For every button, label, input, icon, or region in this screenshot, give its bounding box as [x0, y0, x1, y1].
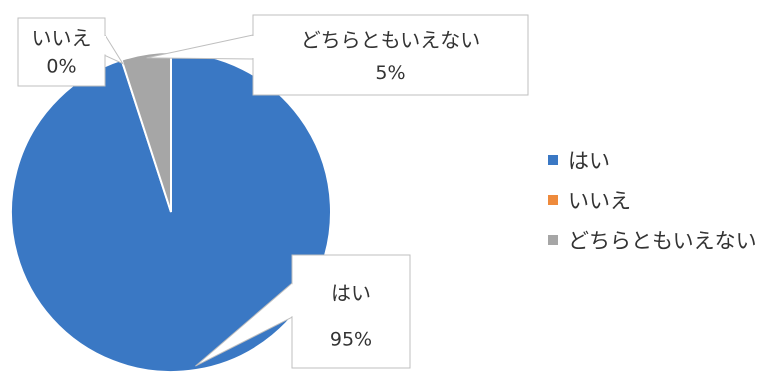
data-label-no-leader	[104, 33, 125, 65]
data-label-yes-box	[291, 254, 411, 369]
slices-layer	[10, 50, 332, 373]
legend-item-yes: はい	[548, 146, 757, 173]
legend-item-no: いいえ	[548, 186, 757, 213]
data-label-yes-category: はい	[331, 281, 371, 305]
legend-label-neutral: どちらともいえない	[568, 228, 757, 253]
legend-swatch-yes	[548, 154, 558, 165]
legend-swatch-no	[548, 194, 558, 205]
legend-label-yes: はい	[568, 148, 610, 173]
data-label-yes-value: 95%	[330, 328, 372, 350]
legend-label-no: いいえ	[568, 188, 631, 213]
data-label-neutral: どちらともいえない 5%	[146, 14, 529, 96]
callouts-layer: はい 95% いいえ 0% どちらともいえない 5%	[17, 14, 529, 369]
data-label-neutral-box	[252, 14, 529, 96]
pie-slice-neutral	[120, 50, 172, 213]
data-label-no-category: いいえ	[32, 26, 92, 50]
data-label-no-value: 0%	[46, 55, 76, 77]
data-label-no-box	[17, 17, 106, 87]
legend-swatch-neutral	[548, 234, 558, 245]
data-label-no: いいえ 0%	[17, 17, 125, 87]
data-label-neutral-category: どちらともいえない	[301, 28, 481, 52]
legend-item-neutral: どちらともいえない	[548, 226, 757, 253]
legend: はい いいえ どちらともいえない	[548, 146, 757, 266]
data-label-neutral-value: 5%	[375, 62, 405, 84]
data-label-yes: はい 95%	[195, 254, 411, 369]
data-label-neutral-leader	[146, 34, 254, 60]
